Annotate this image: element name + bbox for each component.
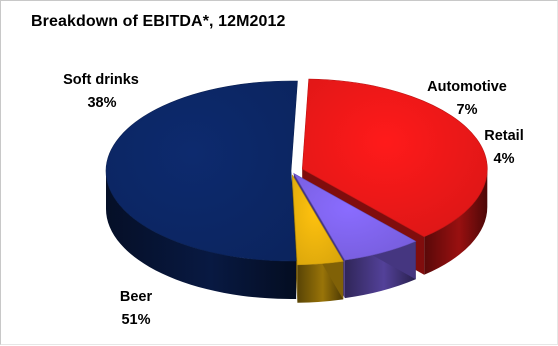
slice-value-beer: 51% (121, 312, 150, 328)
slice-label-automotive: Automotive (427, 79, 507, 95)
chart-title: Breakdown of EBITDA*, 12M2012 (31, 13, 286, 30)
slice-label-beer: Beer (120, 289, 153, 305)
slice-value-automotive: 7% (457, 102, 478, 118)
slice-label-retail: Retail (484, 128, 524, 144)
slice-value-soft-drinks: 38% (87, 95, 116, 111)
pie-slice-automotive (293, 172, 417, 261)
slice-label-soft-drinks: Soft drinks (63, 72, 139, 88)
pie-side-soft-drinks (424, 169, 488, 275)
pie-slice-beer (105, 80, 298, 262)
pie-slice-retail (291, 174, 344, 266)
pie-slice-soft-drinks (301, 78, 488, 238)
pie-side-beer (106, 171, 297, 299)
slice-value-retail: 4% (494, 151, 515, 167)
